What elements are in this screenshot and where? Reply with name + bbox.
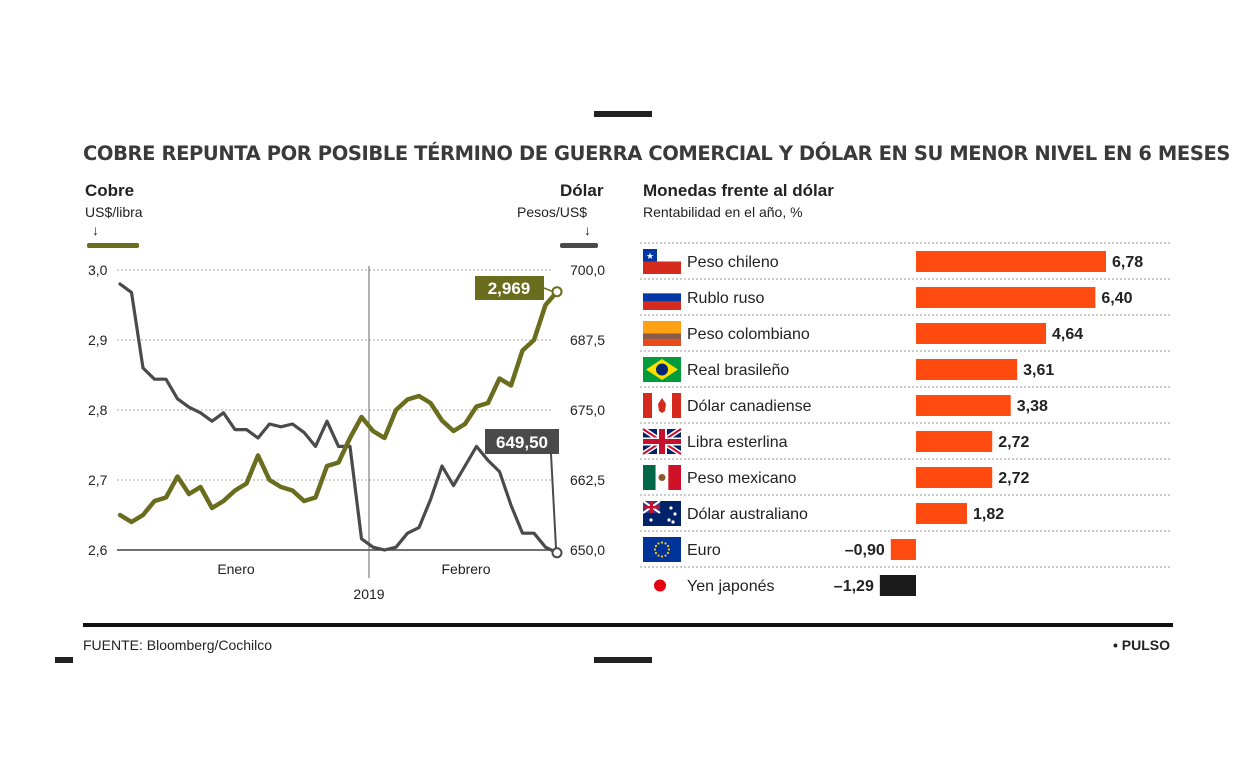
bar — [916, 431, 993, 452]
svg-text:★: ★ — [646, 251, 654, 261]
right-tick-label: 700,0 — [570, 262, 605, 278]
copper-end-point — [551, 286, 563, 298]
chart-title: COBRE REPUNTA POR POSIBLE TÉRMINO DE GUE… — [83, 142, 1231, 165]
value-label: 4,64 — [1052, 326, 1083, 343]
bar — [916, 287, 1096, 308]
category-label: Libra esterlina — [687, 434, 788, 451]
bottom-left-decor — [55, 657, 73, 663]
uk-flag-icon — [641, 426, 683, 457]
copper-legend-swatch — [87, 243, 139, 248]
value-label: –0,90 — [845, 542, 885, 559]
top-decor-bar — [594, 111, 652, 117]
right-tick-label: 650,0 — [570, 542, 605, 558]
mexico-flag-icon — [643, 465, 681, 490]
japan-flag-icon — [654, 579, 666, 592]
bottom-decor-bar — [594, 657, 652, 663]
left-axis-title: Cobre — [85, 181, 135, 200]
left-axis-arrow: ↓ — [92, 222, 99, 238]
left-tick-label: 2,9 — [88, 332, 108, 348]
dollar-end-point — [551, 547, 563, 559]
eu-flag-icon — [643, 537, 681, 562]
chile-flag-icon: ★ — [643, 249, 681, 274]
right-axis-arrow: ↓ — [584, 222, 591, 238]
bar — [916, 467, 993, 488]
category-label: Real brasileño — [687, 362, 789, 379]
australia-flag-icon — [642, 500, 681, 526]
left-axis-unit: US$/libra — [85, 204, 143, 220]
copper-callout-leader — [543, 287, 554, 293]
dollar-callout-box — [485, 429, 559, 454]
bar — [916, 323, 1047, 344]
category-label: Peso colombiano — [687, 326, 810, 343]
right-tick-label: 662,5 — [570, 472, 605, 488]
right-tick-label: 687,5 — [570, 332, 605, 348]
value-label: 2,72 — [998, 470, 1029, 487]
bar — [916, 359, 1018, 380]
bar — [879, 575, 916, 596]
value-label: 2,72 — [998, 434, 1029, 451]
category-label: Euro — [687, 542, 721, 559]
category-label: Peso mexicano — [687, 470, 796, 487]
category-label: Dólar australiano — [687, 506, 808, 523]
year-label: 2019 — [353, 586, 384, 602]
copper-callout-box — [475, 276, 544, 300]
left-tick-label: 2,7 — [88, 472, 108, 488]
bar — [916, 251, 1106, 272]
value-label: –1,29 — [834, 578, 874, 595]
bar — [890, 539, 916, 560]
left-tick-label: 2,8 — [88, 402, 108, 418]
russia-flag-icon — [643, 285, 681, 310]
category-label: Yen japonés — [687, 578, 775, 595]
brazil-flag-icon — [643, 357, 681, 382]
value-label: 3,38 — [1017, 398, 1048, 415]
copper-series-line — [117, 289, 560, 525]
dollar-series-line — [118, 282, 559, 555]
value-label: 3,61 — [1023, 362, 1054, 379]
dollar-callout-label: 649,50 — [496, 433, 548, 452]
colombia-flag-icon — [643, 321, 681, 346]
bottom-rule — [83, 623, 1173, 627]
canada-flag-icon — [643, 393, 681, 418]
left-tick-label: 3,0 — [88, 262, 108, 278]
value-label: 6,40 — [1101, 290, 1132, 307]
category-label: Dólar canadiense — [687, 398, 812, 415]
source-note: FUENTE: Bloomberg/Cochilco — [83, 637, 273, 653]
right-axis-title: Dólar — [560, 181, 604, 200]
bar — [916, 503, 968, 524]
bar — [916, 395, 1011, 416]
bar-chart-title: Monedas frente al dólar — [643, 181, 834, 200]
dollar-legend-swatch — [560, 243, 598, 248]
x-tick-label: Enero — [217, 561, 255, 577]
value-label: 1,82 — [973, 506, 1004, 523]
category-label: Rublo ruso — [687, 290, 764, 307]
left-tick-label: 2,6 — [88, 542, 108, 558]
category-label: Peso chileno — [687, 254, 779, 271]
bar-chart-subtitle: Rentabilidad en el año, % — [643, 204, 803, 220]
copper-callout-label: 2,969 — [488, 279, 531, 298]
value-label: 6,78 — [1112, 254, 1143, 271]
x-tick-label: Febrero — [441, 561, 490, 577]
right-tick-label: 675,0 — [570, 402, 605, 418]
dollar-callout-leader — [550, 453, 557, 548]
brand-label: • PULSO — [1113, 637, 1171, 653]
right-axis-unit: Pesos/US$ — [517, 204, 588, 220]
